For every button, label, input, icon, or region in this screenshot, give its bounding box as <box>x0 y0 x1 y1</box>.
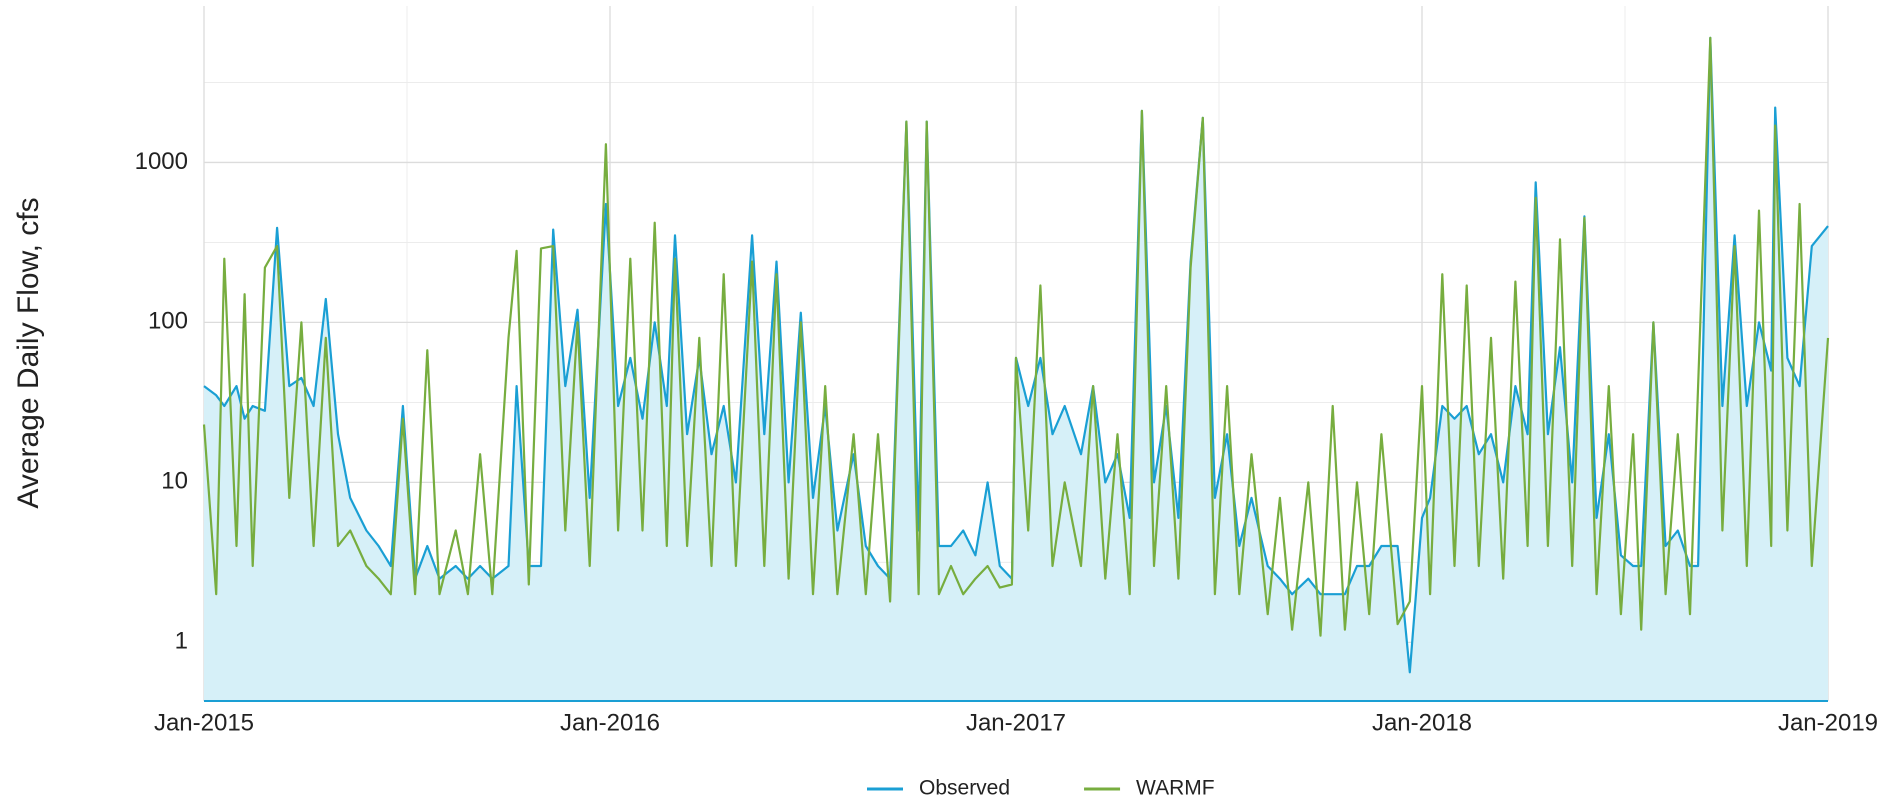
y-tick-label: 1000 <box>135 148 188 175</box>
legend-label: WARMF <box>1136 777 1215 800</box>
x-tick-label: Jan-2017 <box>966 709 1066 736</box>
x-tick-label: Jan-2019 <box>1778 709 1878 736</box>
y-tick-label: 10 <box>161 468 188 495</box>
x-tick-label: Jan-2015 <box>154 709 254 736</box>
x-tick-label: Jan-2018 <box>1372 709 1472 736</box>
y-tick-label: 100 <box>148 308 188 335</box>
x-tick-label: Jan-2016 <box>560 709 660 736</box>
legend-label: Observed <box>919 777 1010 800</box>
y-axis-title: Average Daily Flow, cfs <box>12 197 45 508</box>
line <box>202 36 1830 637</box>
y-tick-label: 1 <box>175 628 188 655</box>
